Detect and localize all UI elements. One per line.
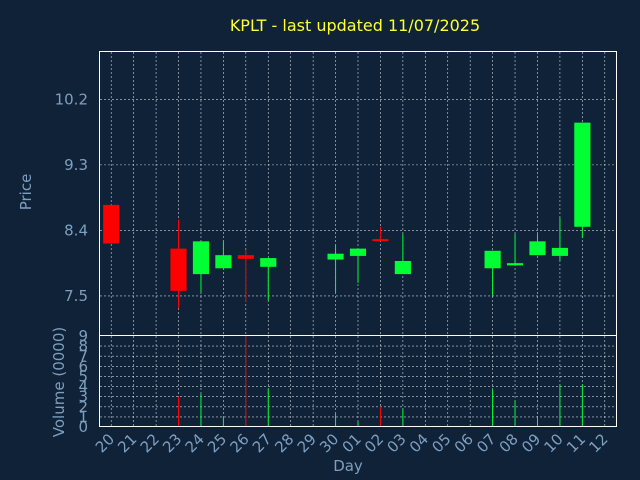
volume-panel-frame <box>99 335 617 427</box>
candle-body <box>192 241 210 275</box>
volume-axis-label: Volume (0000) <box>50 327 68 437</box>
price-tick-label: 7.5 <box>64 287 88 305</box>
price-axis-label: Price <box>17 174 35 211</box>
volume-tick-label: 2 <box>78 398 88 416</box>
candle-body <box>260 258 277 267</box>
volume-tick-label: 5 <box>78 367 88 385</box>
price-tick-label: 9.3 <box>64 156 88 174</box>
volume-tick-label: 1 <box>78 408 88 426</box>
volume-tick-label: 4 <box>78 378 88 396</box>
candle-body <box>506 263 524 266</box>
volume-grid <box>100 336 616 427</box>
volume-tick-label: 3 <box>78 388 88 406</box>
chart-title: KPLT - last updated 11/07/2025 <box>230 16 480 35</box>
candle-body <box>574 122 591 227</box>
price-tick-labels: 7.5 8.4 9.3 10.2 <box>55 90 88 305</box>
volume-tick-label: 7 <box>78 347 88 365</box>
price-grid <box>100 52 616 336</box>
volume-tick-label: 9 <box>78 327 88 345</box>
price-tick-label: 8.4 <box>64 221 88 239</box>
volume-bars <box>178 336 583 427</box>
candle-body <box>215 255 232 269</box>
x-axis-label: Day <box>333 457 363 475</box>
volume-tick-label: 6 <box>78 357 88 375</box>
candle-body <box>103 204 120 244</box>
candle-body <box>372 239 389 242</box>
candle-body <box>327 253 344 260</box>
candle-body <box>237 255 254 259</box>
x-tick-labels: 2021222324252627282930010203040506070809… <box>92 430 612 456</box>
price-tick-label: 10.2 <box>55 90 88 108</box>
volume-tick-label: 0 <box>78 418 88 436</box>
volume-tick-label: 8 <box>78 337 88 355</box>
candle-body <box>484 250 501 269</box>
candle-body <box>349 248 367 256</box>
candles <box>103 122 591 309</box>
candle-body <box>170 248 187 291</box>
candle-body <box>529 241 546 256</box>
candle-body <box>551 247 568 256</box>
x-tick-label: 12 <box>585 430 611 456</box>
candle-body <box>394 260 411 275</box>
